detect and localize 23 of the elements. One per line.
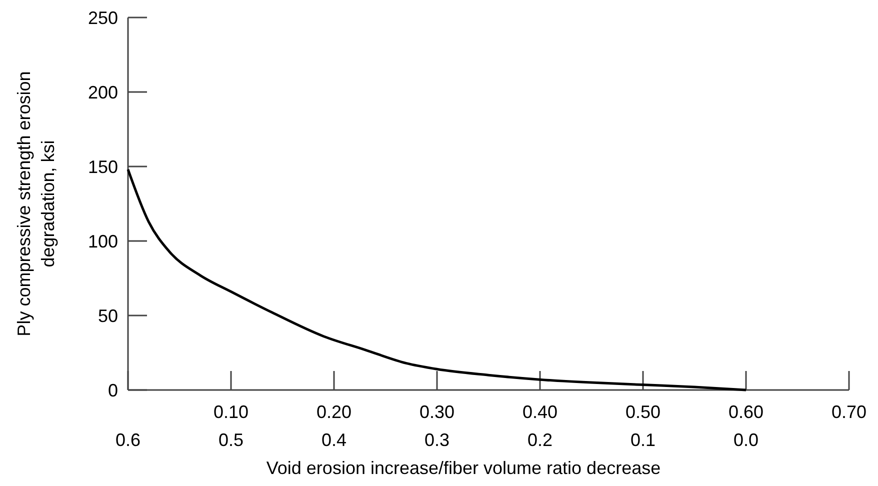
x2-tick-label: 0.0 <box>733 430 759 450</box>
y-tick-label: 50 <box>98 306 118 326</box>
y-tick-label: 150 <box>88 156 118 177</box>
x-tick-label: 0.40 <box>522 402 558 422</box>
y-tick-label: 0 <box>108 380 118 400</box>
line-series <box>126 168 748 392</box>
x2-tick-label: 0.1 <box>630 430 656 450</box>
x-tick-label: 0.60 <box>728 402 764 422</box>
y-tick-label: 200 <box>88 82 118 102</box>
x-tick-label: 0.20 <box>316 402 352 422</box>
x-axis-title: Void erosion increase/fiber volume ratio decrease <box>266 458 661 478</box>
x-tick-label: 0.70 <box>831 402 867 422</box>
x2-tick-label: 0.2 <box>527 430 553 450</box>
x2-tick-label: 0.5 <box>218 430 244 450</box>
y-tick-label: 250 <box>88 8 118 28</box>
x-tick-label: 0.10 <box>213 402 249 422</box>
y-axis-title: Ply compressive strength erosion degradation, ksi <box>14 71 58 336</box>
x2-tick-label: 0.6 <box>115 430 141 450</box>
y-tick-label: 100 <box>88 231 118 252</box>
x-tick-label: 0.50 <box>625 402 661 422</box>
x2-tick-label: 0.3 <box>424 430 450 450</box>
x2-tick-label: 0.4 <box>321 430 347 450</box>
x-tick-label: 0.30 <box>419 402 455 422</box>
